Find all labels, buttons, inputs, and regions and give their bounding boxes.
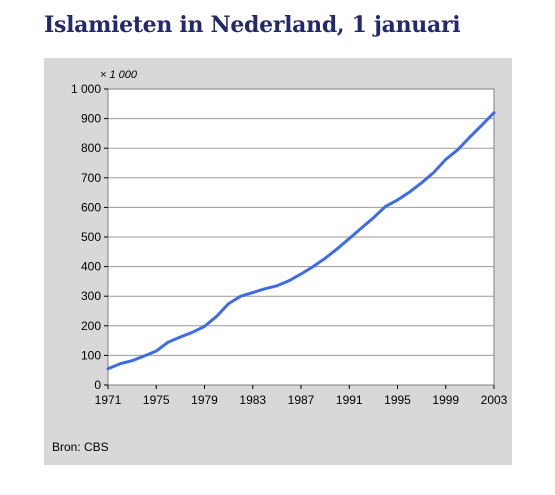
y-axis-ticks: 0 100 200 300 400 500 600 700 800 900 1 000 [71,82,108,392]
y-tick-label: 700 [81,171,101,185]
y-tick-label: 100 [81,348,101,362]
x-tick-label: 2003 [481,393,508,407]
x-axis-ticks: 1971 1975 1979 1983 1987 1991 1995 1999 2003 [95,385,508,407]
y-tick-label: 900 [81,112,101,126]
y-tick-label: 1 000 [71,82,101,96]
chart-title: Islamieten in Nederland, 1 januari [44,12,461,38]
x-tick-label: 1971 [95,393,122,407]
y-tick-label: 500 [81,230,101,244]
y-tick-label: 800 [81,141,101,155]
y-tick-label: 600 [81,200,101,214]
x-tick-label: 1991 [336,393,363,407]
x-tick-label: 1987 [288,393,315,407]
x-tick-label: 1995 [384,393,411,407]
x-tick-label: 1979 [191,393,218,407]
y-tick-label: 400 [81,260,101,274]
source-note: Bron: CBS [52,440,109,454]
y-tick-label: 200 [81,319,101,333]
y-unit-label: × 1 000 [100,69,138,81]
x-tick-label: 1975 [143,393,170,407]
x-tick-label: 1999 [432,393,459,407]
y-tick-label: 300 [81,289,101,303]
y-tick-label: 0 [94,378,101,392]
x-tick-label: 1983 [239,393,266,407]
chart-panel: 0 100 200 300 400 500 600 700 800 900 1 000 1971 19… [44,58,512,465]
series-line [106,111,496,371]
